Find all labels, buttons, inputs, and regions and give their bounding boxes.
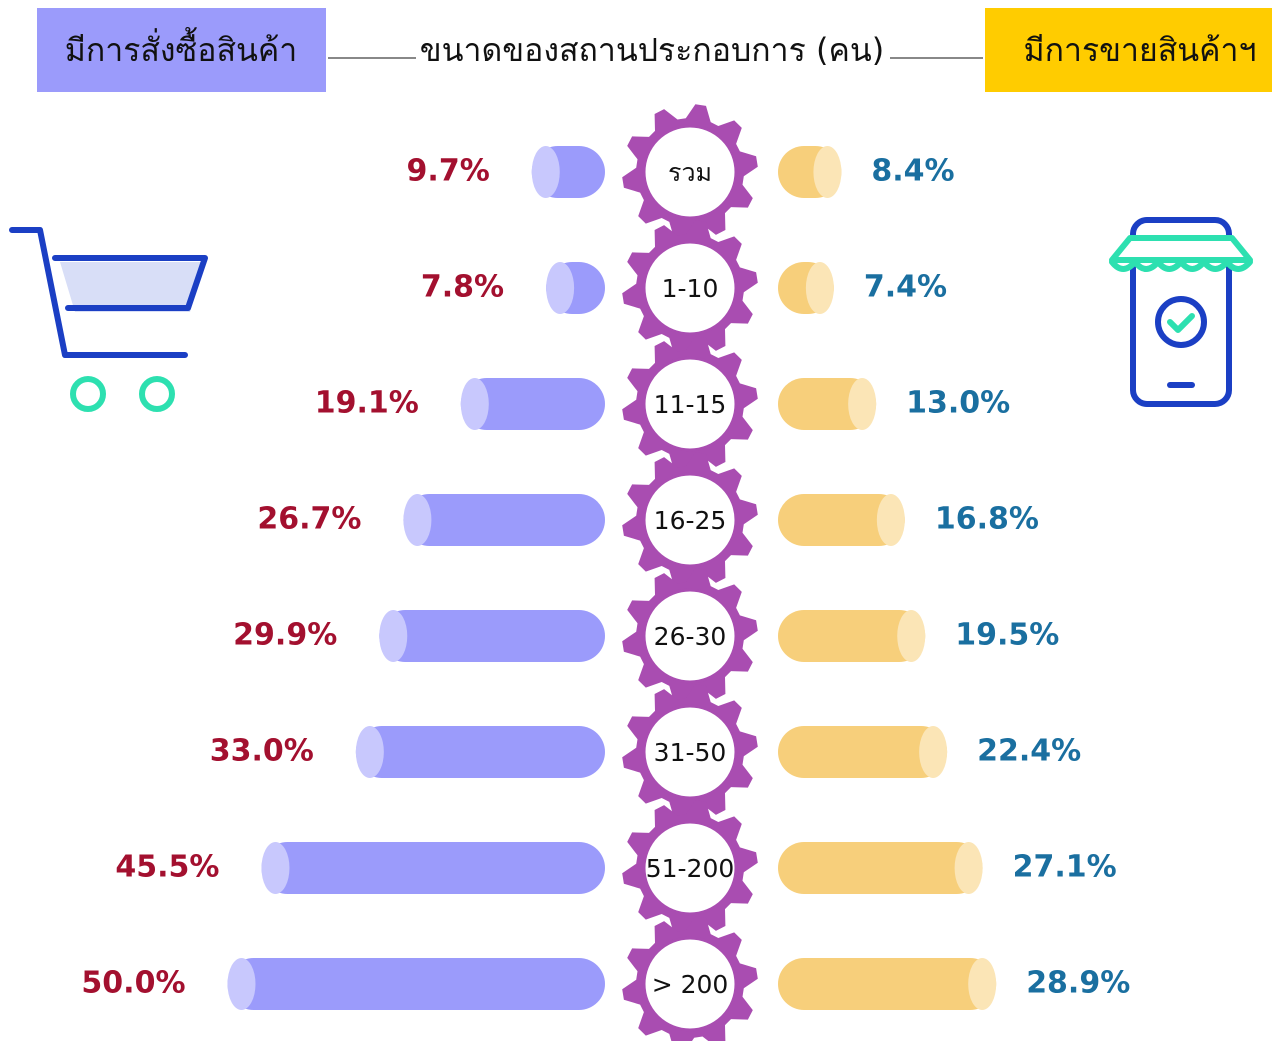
bar — [778, 842, 983, 894]
bar-cap — [227, 958, 256, 1010]
value-label: 19.1% — [315, 386, 419, 421]
value-label: 7.4% — [864, 270, 947, 305]
phone-icon — [1109, 217, 1253, 407]
category-label: 16-25 — [654, 506, 727, 535]
bar — [778, 610, 926, 662]
value-label: 29.9% — [233, 618, 337, 653]
gear-center — [642, 240, 738, 336]
category-label: 31-50 — [654, 738, 727, 767]
bar-cap — [897, 610, 926, 662]
bar-cap — [805, 262, 834, 314]
value-label: 26.7% — [257, 502, 361, 537]
cart-icon — [9, 227, 208, 412]
gear-center — [642, 356, 738, 452]
gear-center — [642, 936, 738, 1032]
gear-center — [642, 704, 738, 800]
bar-cap — [460, 378, 489, 430]
value-label: 16.8% — [935, 502, 1039, 537]
bar — [355, 726, 605, 778]
value-label: 28.9% — [1026, 966, 1130, 1001]
value-label: 9.7% — [407, 154, 490, 189]
value-label: 8.4% — [871, 154, 954, 189]
bar — [227, 958, 605, 1010]
category-label: 1-10 — [662, 274, 719, 303]
gear-center — [642, 820, 738, 916]
gear-center — [642, 124, 738, 220]
bar-cap — [403, 494, 432, 546]
legend-box-right — [985, 8, 1272, 92]
category-label: 11-15 — [654, 390, 727, 419]
bar — [379, 610, 605, 662]
bar-cap — [531, 146, 560, 198]
value-label: 33.0% — [210, 734, 314, 769]
legend-right: มีการขายสินค้าฯ — [1024, 31, 1257, 69]
bar-cap — [876, 494, 905, 546]
category-label: > 200 — [652, 970, 729, 999]
category-label: รวม — [668, 158, 712, 187]
value-label: 27.1% — [1013, 850, 1117, 885]
gear-center — [642, 472, 738, 568]
bar-cap — [379, 610, 408, 662]
gear-center — [642, 588, 738, 684]
legend-left: มีการสั่งซื้อสินค้า — [65, 27, 298, 69]
value-label: 50.0% — [81, 966, 185, 1001]
bar — [778, 494, 905, 546]
value-label: 45.5% — [115, 850, 219, 885]
category-label: 51-200 — [646, 854, 735, 883]
category-label: 26-30 — [654, 622, 727, 651]
chart-title: ขนาดของสถานประกอบการ (คน) — [420, 31, 885, 69]
bar-cap — [848, 378, 877, 430]
value-label: 22.4% — [977, 734, 1081, 769]
bar-cap — [954, 842, 983, 894]
bar-cap — [968, 958, 997, 1010]
bar-cap — [355, 726, 384, 778]
bar-cap — [546, 262, 575, 314]
bar — [778, 726, 948, 778]
bar-cap — [813, 146, 842, 198]
value-label: 19.5% — [955, 618, 1059, 653]
value-label: 7.8% — [421, 270, 504, 305]
bar-cap — [919, 726, 948, 778]
bar — [403, 494, 605, 546]
bar — [778, 958, 997, 1010]
legend-box-left — [37, 8, 326, 92]
bar-cap — [261, 842, 290, 894]
bar — [261, 842, 605, 894]
value-label: 13.0% — [906, 386, 1010, 421]
bar — [460, 378, 605, 430]
